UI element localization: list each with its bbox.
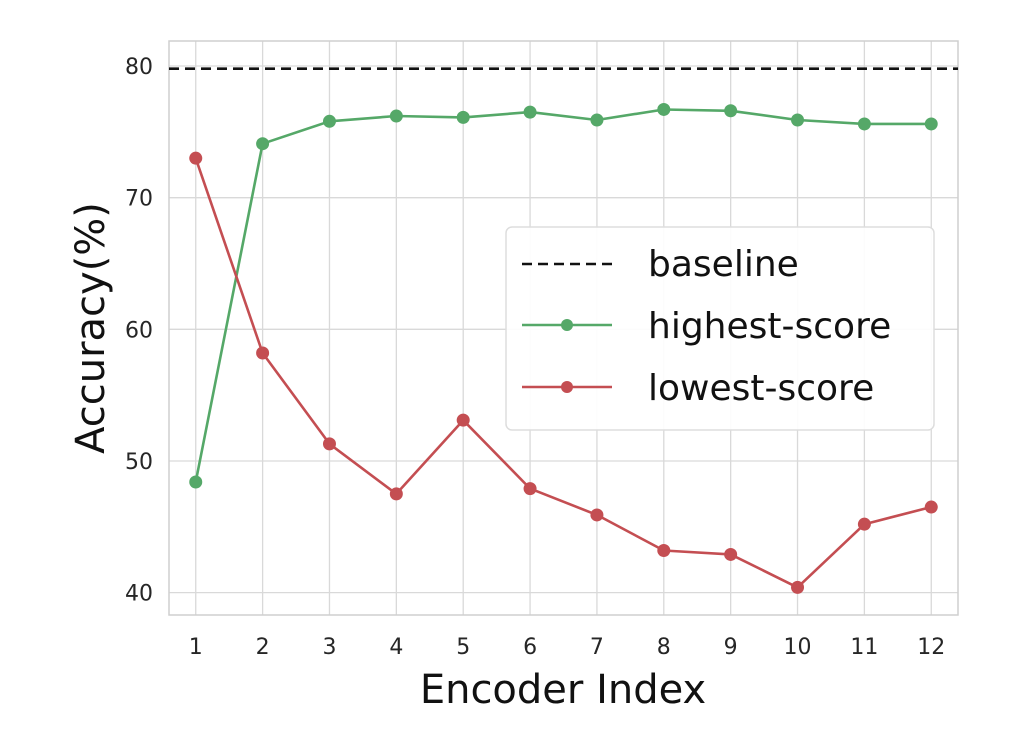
highest-score-point-7	[590, 113, 604, 127]
highest-score-point-3	[322, 114, 336, 128]
legend-frame	[505, 226, 935, 431]
lowest-score-point-7	[590, 508, 604, 522]
x-tick-label-4: 4	[389, 635, 403, 660]
plot-area-frame	[168, 40, 959, 616]
y-tick-label-40: 40	[125, 582, 153, 607]
highest-score-point-10	[791, 113, 805, 127]
legend-lowest-score-label: lowest-score	[648, 368, 874, 409]
x-axis-label: Encoder Index	[420, 667, 706, 713]
lowest-score-point-8	[657, 543, 671, 557]
x-tick-label-3: 3	[322, 635, 336, 660]
y-tick-label-60: 60	[125, 318, 153, 343]
x-tick-label-11: 11	[850, 635, 878, 660]
lowest-score-point-4	[389, 487, 403, 501]
x-tick-label-5: 5	[456, 635, 470, 660]
legend-baseline-label: baseline	[648, 244, 799, 285]
lowest-score-point-1	[189, 151, 203, 165]
highest-score-line	[194, 108, 932, 483]
lowest-score-point-3	[322, 437, 336, 451]
lowest-score-point-9	[724, 547, 738, 561]
x-tick-label-8: 8	[657, 635, 671, 660]
legend-highest-score-marker	[561, 319, 573, 331]
highest-score-point-12	[924, 117, 938, 131]
x-tick-label-2: 2	[256, 635, 270, 660]
highest-score-point-8	[657, 102, 671, 116]
lowest-score-point-12	[924, 500, 938, 514]
lowest-score-point-6	[523, 482, 537, 496]
highest-score-point-9	[724, 104, 738, 118]
highest-score-point-2	[256, 137, 270, 151]
lowest-score-point-2	[256, 346, 270, 360]
x-tick-label-12: 12	[917, 635, 945, 660]
lowest-score-point-11	[857, 517, 871, 531]
x-tick-label-1: 1	[189, 635, 203, 660]
highest-score-point-1	[189, 475, 203, 489]
x-tick-labels: 1 2 3 4 5 6 7 8 9 10 11 12	[189, 635, 946, 660]
legend: baseline highest-score lowest-score	[505, 226, 935, 431]
legend-highest-score-label: highest-score	[648, 306, 891, 347]
legend-lowest-score-marker	[561, 381, 573, 393]
y-tick-label-70: 70	[125, 187, 153, 212]
series-layer	[169, 67, 958, 594]
lowest-score-point-10	[791, 580, 805, 594]
x-tick-label-7: 7	[590, 635, 604, 660]
y-tick-label-50: 50	[125, 450, 153, 475]
x-tick-label-6: 6	[523, 635, 537, 660]
lowest-score-line	[194, 157, 932, 589]
highest-score-point-11	[857, 117, 871, 131]
highest-score-point-4	[389, 109, 403, 123]
x-tick-label-9: 9	[724, 635, 738, 660]
highest-score-point-6	[523, 105, 537, 119]
y-tick-labels: 40 50 60 70 80	[125, 55, 153, 607]
lowest-score-point-5	[456, 413, 470, 427]
highest-score-point-5	[456, 110, 470, 124]
y-tick-label-80: 80	[125, 55, 153, 80]
x-tick-label-10: 10	[784, 635, 812, 660]
y-axis-label: Accuracy(%)	[68, 202, 114, 454]
